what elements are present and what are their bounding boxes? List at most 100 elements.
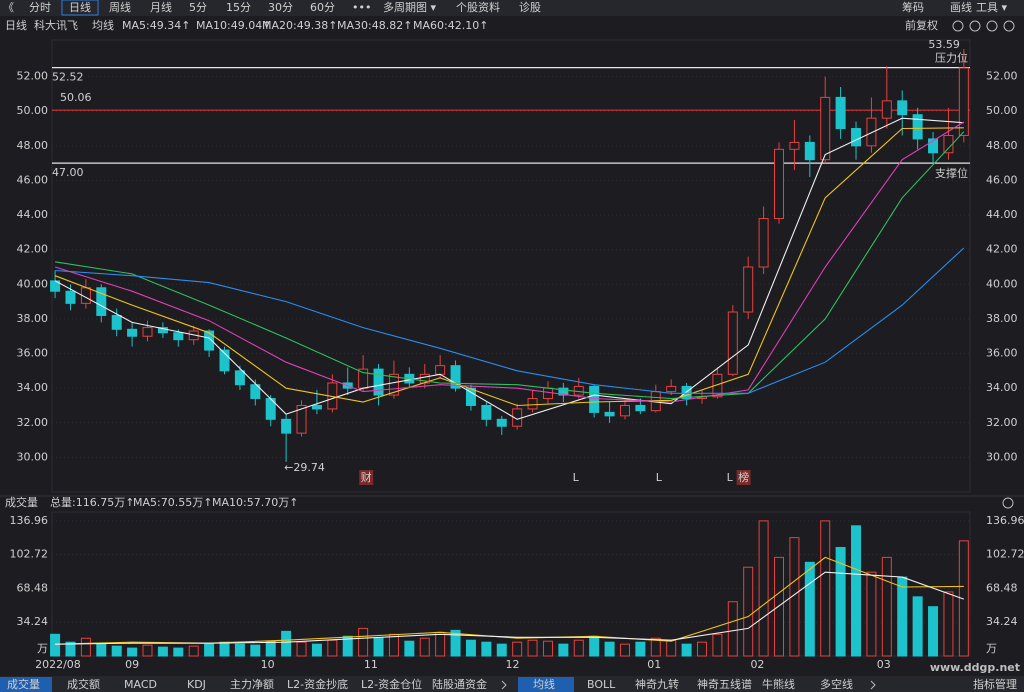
volume-bar [111, 645, 122, 657]
close-icon [1002, 497, 1014, 509]
volume-bar [127, 647, 138, 657]
volume-bar [419, 637, 430, 657]
toolbar-button[interactable]: 个股资料 [456, 0, 500, 14]
event-marker: L [656, 471, 663, 484]
candle-body [774, 148, 785, 220]
candle-body [958, 67, 969, 136]
toolbar-button[interactable]: 画线 [950, 0, 972, 14]
y-tick-label-right: 30.00 [986, 450, 1018, 463]
y-tick-label-right: 38.00 [986, 312, 1018, 325]
indicator-tab[interactable]: L2-资金仓位 [361, 677, 422, 691]
candle-body [96, 287, 107, 316]
candle-body [635, 404, 646, 412]
toolbar-bg [0, 0, 1024, 16]
x-tick-label: 03 [877, 658, 891, 671]
indicator-tab[interactable]: 成交额 [67, 677, 100, 691]
candle-body [835, 96, 846, 130]
level-note: 支撑位 [935, 166, 968, 180]
volume-bar [820, 520, 831, 657]
manage-tab[interactable]: 指标管理 [973, 677, 1017, 691]
indicator-tab[interactable]: L2-资金抄底 [287, 677, 348, 691]
x-tick-label: 01 [647, 658, 661, 671]
toolbar-button[interactable]: 筹码 [902, 0, 924, 14]
indicator-tab[interactable]: MACD [124, 678, 157, 691]
event-marker: L [573, 471, 580, 484]
candle-body [619, 404, 630, 417]
ma-legend: MA20:49.38↑ [262, 19, 337, 32]
indicator-tab[interactable]: 成交量 [7, 677, 40, 691]
ma-tab[interactable]: 均线 [533, 677, 555, 691]
indicator-tab[interactable]: 主力净额 [230, 677, 274, 691]
volume-bar [912, 596, 923, 657]
toolbar-button[interactable]: 工具 ▾ [976, 1, 1007, 14]
toolbar-button[interactable]: 月线 [150, 0, 172, 14]
y-tick-label-right: 52.00 [986, 70, 1018, 83]
volume-bar [542, 640, 553, 657]
ma-tab[interactable]: 多空线 [820, 677, 853, 691]
y-tick-label: 52.00 [17, 70, 49, 83]
x-tick-label: 2022/08 [35, 658, 81, 671]
adjust[interactable]: 前复权 [905, 18, 938, 32]
tabs-bg [0, 676, 1024, 692]
candle-body [465, 387, 476, 406]
indicator-tab[interactable]: 陆股通资金 [432, 677, 487, 691]
ma-line [55, 131, 965, 400]
y-tick-label: 46.00 [17, 173, 49, 186]
volume-bar [373, 637, 384, 657]
ma-tab[interactable]: 神奇五线谱 [697, 677, 752, 691]
toolbar-button[interactable]: 15分 [226, 1, 251, 14]
toolbar-button[interactable]: 周线 [109, 0, 131, 14]
x-tick-label: 12 [506, 658, 520, 671]
y-tick-label: 40.00 [17, 277, 49, 290]
volume-bar [404, 640, 415, 657]
volume-bar [727, 601, 738, 657]
toolbar-button[interactable]: 5分 [189, 1, 207, 14]
indicator-tab[interactable]: KDJ [187, 678, 206, 691]
y-tick-label-right: 102.72 [986, 548, 1024, 561]
y-tick-label-right: 50.00 [986, 104, 1018, 117]
volume-bar [481, 641, 492, 657]
icon [969, 20, 981, 32]
ma-legend: MA5:49.34↑ [122, 19, 190, 32]
volume-bar [650, 637, 661, 657]
icon [1003, 20, 1015, 32]
toolbar-button[interactable]: 分时 [29, 1, 51, 14]
icon [986, 20, 998, 32]
candle-body [358, 368, 369, 389]
toolbar-button[interactable]: 60分 [310, 1, 335, 14]
y-tick-label-right: 32.00 [986, 416, 1018, 429]
volume-bar [589, 635, 600, 657]
volume-bar [50, 633, 61, 657]
toolbar-button[interactable]: 《 [3, 1, 14, 14]
toolbar-button[interactable]: 诊股 [519, 0, 541, 14]
watermark: www.ddgp.net [930, 661, 1020, 674]
toolbar-button[interactable]: 30分 [268, 1, 293, 14]
toolbar-button[interactable]: ••• [352, 1, 371, 14]
candle-body [204, 330, 215, 351]
candle-body [820, 96, 831, 161]
y-tick-label: 36.00 [17, 347, 49, 360]
candle-body [589, 385, 600, 413]
candle-body [866, 117, 877, 147]
volume-title: 成交量 [5, 495, 38, 509]
ma-tab[interactable]: BOLL [587, 678, 616, 691]
candle-body [881, 100, 892, 119]
level-label: 52.52 [52, 71, 84, 84]
active-tab [61, 0, 99, 16]
y-tick-label-right: 44.00 [986, 208, 1018, 221]
event-bg [359, 470, 374, 485]
candle-body [373, 368, 384, 396]
ma-tab[interactable]: 牛熊线 [762, 677, 795, 691]
volume-bar [204, 643, 215, 657]
x-tick-label: 11 [364, 658, 378, 671]
volume-bar [635, 641, 646, 657]
toolbar-button[interactable]: 日线 [69, 0, 91, 14]
toolbar-button[interactable]: 多周期图 ▾ [383, 0, 436, 14]
ma-tab[interactable]: 神奇九转 [635, 677, 679, 691]
info-bg [0, 17, 1024, 35]
volume-bar [65, 641, 76, 657]
x-tick-label: 09 [125, 658, 139, 671]
volume-bar [342, 635, 353, 657]
volume-bar [435, 631, 446, 657]
